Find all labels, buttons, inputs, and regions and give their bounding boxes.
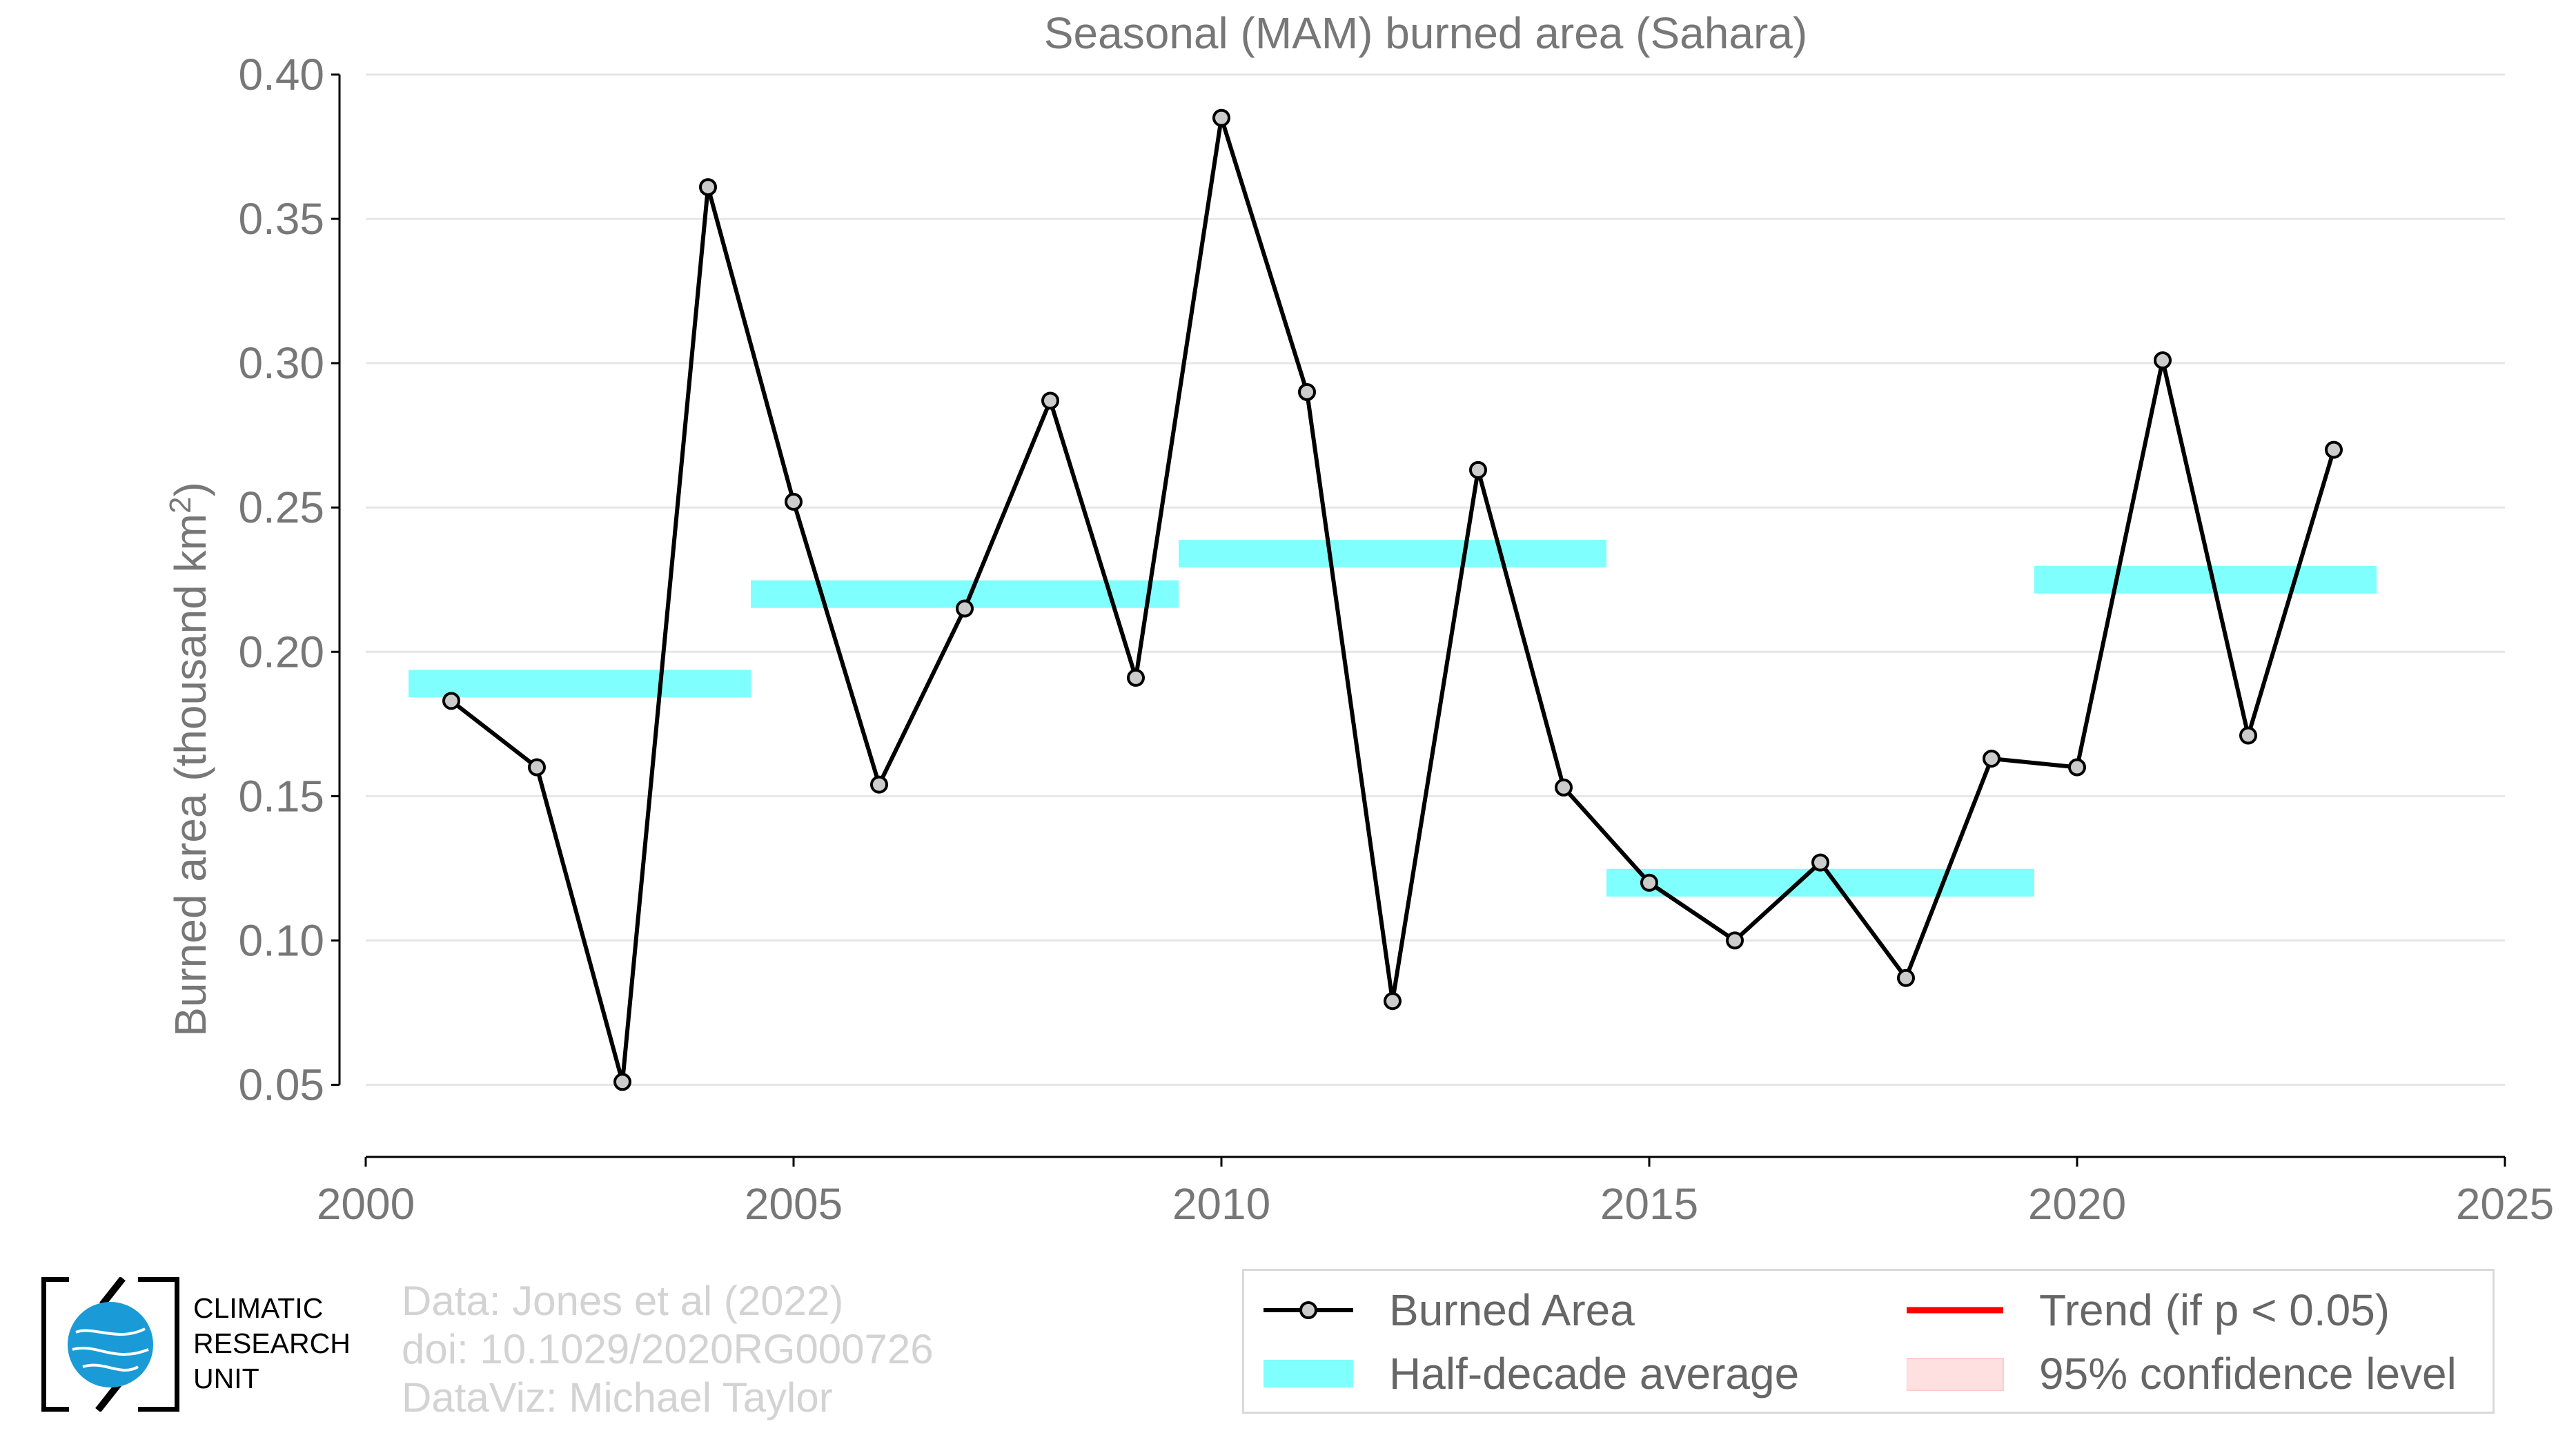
y-tick-label: 0.15 bbox=[238, 771, 324, 821]
chart: Seasonal (MAM) burned area (Sahara) 0.05… bbox=[164, 8, 2554, 1229]
legend-label: Half-decade average bbox=[1389, 1349, 1800, 1399]
data-point bbox=[1640, 873, 1658, 892]
credit-dataviz: DataViz: Michael Taylor bbox=[402, 1374, 833, 1421]
legend-label: 95% confidence level bbox=[2039, 1349, 2457, 1399]
data-point bbox=[1469, 460, 1487, 479]
y-tick-label: 0.40 bbox=[238, 50, 324, 99]
data-point bbox=[1983, 749, 2000, 768]
data-point bbox=[2325, 440, 2343, 459]
data-point bbox=[2239, 726, 2257, 745]
burned-area-series bbox=[442, 108, 2343, 1091]
y-tick-label: 0.30 bbox=[238, 338, 324, 388]
y-tick-label: 0.25 bbox=[238, 483, 324, 532]
data-point bbox=[870, 775, 888, 794]
data-point bbox=[1384, 992, 1402, 1011]
y-tick-label: 0.20 bbox=[238, 627, 324, 676]
legend-label: Burned Area bbox=[1389, 1285, 1635, 1335]
x-tick-label: 2020 bbox=[2028, 1179, 2126, 1229]
legend-label: Trend (if p < 0.05) bbox=[2039, 1285, 2390, 1335]
gridlines bbox=[366, 73, 2505, 1086]
globe-icon bbox=[68, 1302, 153, 1387]
y-tick-label: 0.10 bbox=[238, 915, 324, 965]
data-point bbox=[1811, 853, 1829, 872]
data-point bbox=[1127, 668, 1145, 687]
burned-area-line bbox=[450, 115, 2336, 1084]
y-axis-label-sup: 2 bbox=[164, 497, 197, 514]
logo-line: UNIT bbox=[193, 1363, 259, 1394]
data-point bbox=[442, 692, 460, 710]
y-tick-label: 0.05 bbox=[238, 1060, 324, 1109]
y-axis-label-main: Burned area (thousand km bbox=[166, 514, 215, 1037]
legend-item-confidence: 95% confidence level bbox=[1906, 1348, 2457, 1399]
data-point bbox=[1555, 778, 1573, 797]
legend-band-icon bbox=[1257, 1353, 1360, 1394]
chart-title: Seasonal (MAM) burned area (Sahara) bbox=[1044, 8, 1807, 58]
data-point bbox=[2154, 351, 2172, 369]
half-decade-bands bbox=[409, 540, 2377, 897]
legend-patch-icon bbox=[1906, 1353, 2010, 1394]
data-point bbox=[785, 492, 803, 511]
legend-item-half-decade: Half-decade average bbox=[1257, 1348, 1799, 1399]
data-point bbox=[956, 599, 974, 618]
data-point bbox=[1726, 931, 1744, 950]
half-decade-band bbox=[2034, 565, 2377, 594]
legend-item-burned-area: Burned Area bbox=[1257, 1285, 1635, 1336]
x-tick-label: 2025 bbox=[2456, 1179, 2554, 1229]
legend: Burned Area Trend (if p < 0.05) Half-dec… bbox=[1242, 1269, 2495, 1414]
data-point bbox=[1212, 108, 1230, 127]
data-point bbox=[1897, 968, 1915, 987]
credit-doi: doi: 10.1029/2020RG000726 bbox=[402, 1326, 934, 1372]
logo-line: CLIMATIC bbox=[193, 1292, 324, 1324]
logo-line: RESEARCH bbox=[193, 1327, 351, 1359]
half-decade-band bbox=[409, 670, 751, 698]
data-point bbox=[2068, 758, 2086, 777]
data-point bbox=[528, 758, 546, 777]
legend-line-icon bbox=[1907, 1289, 2010, 1331]
cru-logo-text: CLIMATIC RESEARCH UNIT bbox=[193, 1291, 351, 1396]
y-axis-label-end: ) bbox=[166, 482, 215, 496]
credit-data: Data: Jones et al (2022) bbox=[402, 1278, 844, 1324]
cru-logo bbox=[39, 1275, 181, 1414]
x-tick-label: 2010 bbox=[1172, 1179, 1270, 1229]
data-point bbox=[699, 178, 717, 197]
data-point bbox=[1041, 391, 1059, 410]
y-tick-label: 0.35 bbox=[238, 194, 324, 244]
half-decade-band bbox=[1179, 540, 1606, 568]
x-tick-label: 2015 bbox=[1600, 1179, 1698, 1229]
data-point bbox=[1298, 382, 1316, 401]
axes: 0.05 0.10 0.15 0.20 0.25 0.30 0.35 0.40 2000 2005… bbox=[238, 50, 2554, 1229]
x-tick-label: 2005 bbox=[745, 1179, 843, 1229]
legend-line-marker-icon bbox=[1257, 1289, 1360, 1331]
legend-item-trend: Trend (if p < 0.05) bbox=[1907, 1285, 2390, 1336]
x-tick-label: 2000 bbox=[317, 1179, 415, 1229]
half-decade-band bbox=[1606, 868, 2034, 897]
y-axis-label: Burned area (thousand km2) bbox=[164, 482, 215, 1037]
data-point bbox=[613, 1073, 631, 1091]
